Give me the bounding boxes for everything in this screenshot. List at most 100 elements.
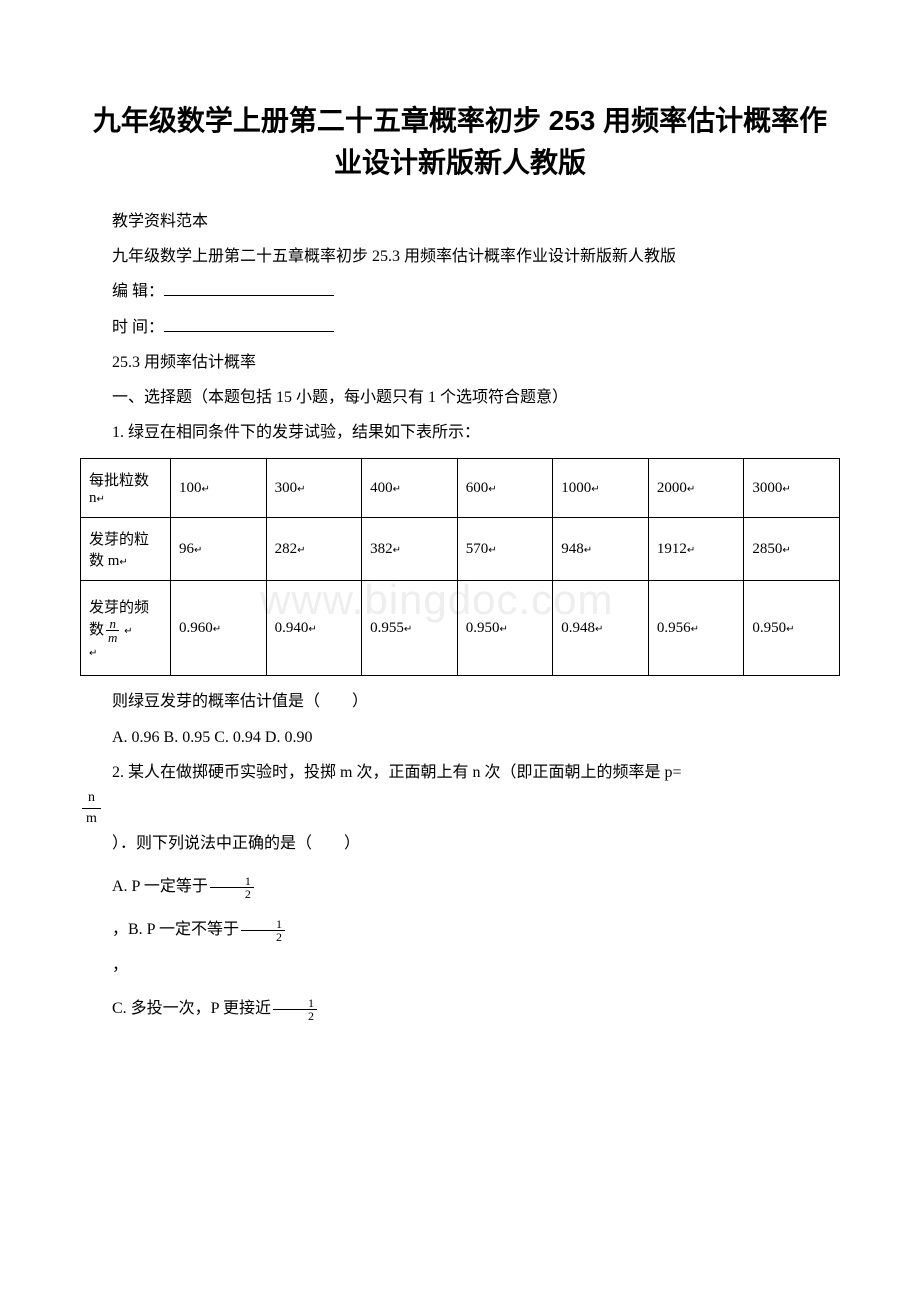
cell-value: 0.940 bbox=[275, 620, 309, 636]
cell: 0.955↵ bbox=[362, 581, 458, 676]
cell-mark: ↵ bbox=[297, 484, 305, 495]
cell: 600↵ bbox=[457, 459, 553, 518]
cell-mark: ↵ bbox=[687, 545, 695, 556]
subtitle: 教学资料范本 bbox=[80, 204, 840, 239]
cell-mark: ↵ bbox=[202, 484, 210, 495]
cell-value: 400 bbox=[370, 480, 393, 496]
q2-text2: ）．则下列说法中正确的是（ ） bbox=[80, 826, 840, 861]
row1-header: 每批粒数 n↵ bbox=[81, 459, 171, 518]
table-row: 发芽的粒 数 m↵ 96↵ 282↵ 382↵ 570↵ 948↵ 1912↵ … bbox=[81, 518, 840, 581]
cell-mark: ↵ bbox=[404, 624, 412, 635]
cell-value: 282 bbox=[275, 541, 298, 557]
cell-mark: ↵ bbox=[121, 626, 132, 637]
cell-value: 100 bbox=[179, 480, 202, 496]
cell: 0.950↵ bbox=[457, 581, 553, 676]
cell-mark: ↵ bbox=[393, 545, 401, 556]
comma-line: ， bbox=[80, 948, 840, 983]
q2-option-a: A. P 一定等于12 bbox=[80, 869, 840, 904]
row3-header: 发芽的频 数nm ↵ ↵ bbox=[81, 581, 171, 676]
cell-value: 0.960 bbox=[179, 620, 213, 636]
time-line: 时 间： bbox=[80, 310, 840, 345]
editor-label: 编 辑： bbox=[112, 283, 164, 300]
cell: 3000↵ bbox=[744, 459, 840, 518]
row3-label1: 发芽的频 bbox=[89, 600, 149, 616]
cell-mark: ↵ bbox=[786, 624, 794, 635]
q2-text: 2. 某人在做掷硬币实验时，投掷 m 次，正面朝上有 n 次（即正面朝上的频率是… bbox=[80, 755, 840, 790]
cell-mark: ↵ bbox=[297, 545, 305, 556]
cell: 570↵ bbox=[457, 518, 553, 581]
frac-den: 2 bbox=[273, 1010, 317, 1022]
row2-label2: 数 m bbox=[89, 553, 119, 569]
cell: 948↵ bbox=[553, 518, 649, 581]
table-wrapper: www.bingdoc.com 每批粒数 n↵ 100↵ 300↵ 400↵ 6… bbox=[80, 458, 840, 676]
cell: 0.960↵ bbox=[171, 581, 267, 676]
cell: 0.956↵ bbox=[648, 581, 744, 676]
cell-mark: ↵ bbox=[119, 557, 127, 568]
cell-value: 2000 bbox=[657, 480, 687, 496]
cell: 100↵ bbox=[171, 459, 267, 518]
time-label: 时 间： bbox=[112, 319, 164, 336]
q1-options: A. 0.96 B. 0.95 C. 0.94 D. 0.90 bbox=[80, 720, 840, 755]
cell-mark: ↵ bbox=[591, 484, 599, 495]
cell-value: 1000 bbox=[561, 480, 591, 496]
cell-value: 0.950 bbox=[466, 620, 500, 636]
row3-label2: 数 bbox=[89, 622, 104, 638]
q2-text-span: 2. 某人在做掷硬币实验时，投掷 m 次，正面朝上有 n 次（即正面朝上的频率是… bbox=[112, 764, 681, 781]
cell: 2850↵ bbox=[744, 518, 840, 581]
fraction-nm-q2: nm bbox=[82, 790, 101, 826]
row1-label2: n bbox=[89, 490, 97, 506]
cell-mark: ↵ bbox=[308, 624, 316, 635]
frac-den: m bbox=[82, 809, 101, 826]
frac-den: m bbox=[106, 631, 119, 644]
description: 九年级数学上册第二十五章概率初步 25.3 用频率估计概率作业设计新版新人教版 bbox=[80, 239, 840, 274]
data-table: 每批粒数 n↵ 100↵ 300↵ 400↵ 600↵ 1000↵ 2000↵ … bbox=[80, 458, 840, 676]
cell: 1000↵ bbox=[553, 459, 649, 518]
cell-mark: ↵ bbox=[499, 624, 507, 635]
cell: 0.948↵ bbox=[553, 581, 649, 676]
table-row: 发芽的频 数nm ↵ ↵ 0.960↵ 0.940↵ 0.955↵ 0.950↵… bbox=[81, 581, 840, 676]
cell-mark: ↵ bbox=[97, 494, 105, 505]
section-title: 25.3 用频率估计概率 bbox=[80, 345, 840, 380]
cell-value: 3000 bbox=[752, 480, 782, 496]
opt-b-text: ，B. P 一定不等于 bbox=[112, 921, 239, 938]
cell: 0.950↵ bbox=[744, 581, 840, 676]
row1-label1: 每批粒数 bbox=[89, 473, 149, 489]
cell-mark: ↵ bbox=[194, 545, 202, 556]
frac-num: n bbox=[82, 790, 101, 808]
cell: 400↵ bbox=[362, 459, 458, 518]
cell-mark: ↵ bbox=[584, 545, 592, 556]
row2-header: 发芽的粒 数 m↵ bbox=[81, 518, 171, 581]
cell: 282↵ bbox=[266, 518, 362, 581]
q2-option-b: ，B. P 一定不等于12 bbox=[80, 912, 840, 947]
cell-mark: ↵ bbox=[691, 624, 699, 635]
cell-mark: ↵ bbox=[488, 484, 496, 495]
q1-followup: 则绿豆发芽的概率估计值是（ ） bbox=[80, 684, 840, 719]
fraction-half: 12 bbox=[241, 918, 285, 943]
cell: 96↵ bbox=[171, 518, 267, 581]
frac-den: 2 bbox=[241, 931, 285, 943]
editor-line: 编 辑： bbox=[80, 274, 840, 309]
cell-value: 0.950 bbox=[752, 620, 786, 636]
cell: 1912↵ bbox=[648, 518, 744, 581]
cell-mark: ↵ bbox=[782, 484, 790, 495]
cell-mark: ↵ bbox=[393, 484, 401, 495]
cell-mark: ↵ bbox=[89, 648, 97, 659]
cell-mark: ↵ bbox=[213, 624, 221, 635]
row2-label1: 发芽的粒 bbox=[89, 532, 149, 548]
fraction-nm: nm bbox=[106, 617, 119, 644]
cell-mark: ↵ bbox=[687, 484, 695, 495]
cell-value: 2850 bbox=[752, 541, 782, 557]
cell-mark: ↵ bbox=[488, 545, 496, 556]
table-row: 每批粒数 n↵ 100↵ 300↵ 400↵ 600↵ 1000↵ 2000↵ … bbox=[81, 459, 840, 518]
section1-header: 一、选择题（本题包括 15 小题，每小题只有 1 个选项符合题意） bbox=[80, 380, 840, 415]
opt-c-text: C. 多投一次，P 更接近 bbox=[112, 1000, 271, 1017]
cell: 382↵ bbox=[362, 518, 458, 581]
cell-value: 0.956 bbox=[657, 620, 691, 636]
cell-value: 300 bbox=[275, 480, 298, 496]
cell-value: 382 bbox=[370, 541, 393, 557]
frac-den: 2 bbox=[210, 888, 254, 900]
frac-num: 1 bbox=[273, 997, 317, 1010]
time-blank bbox=[164, 316, 334, 332]
cell: 2000↵ bbox=[648, 459, 744, 518]
q2-fraction-line: nm bbox=[80, 790, 840, 826]
